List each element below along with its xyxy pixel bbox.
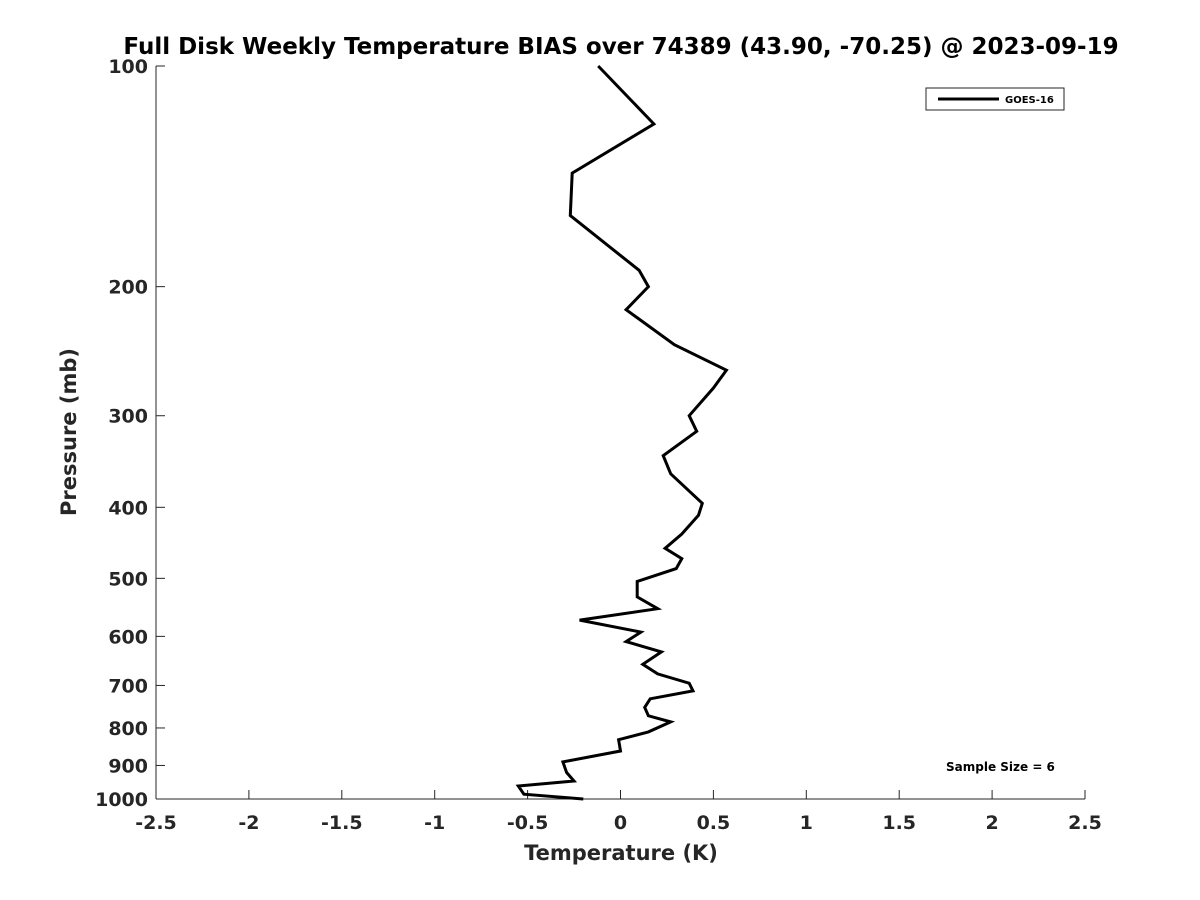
x-tick-label: 1 <box>800 812 813 834</box>
legend-label-goes-16: GOES-16 <box>1005 95 1054 106</box>
y-tick-label: 800 <box>108 718 148 740</box>
x-tick-label: 2 <box>985 812 998 834</box>
y-tick-label: 200 <box>108 277 148 299</box>
y-tick-label: 300 <box>108 406 148 428</box>
sample-size-annotation: Sample Size = 6 <box>946 760 1055 774</box>
y-tick-label: 700 <box>108 675 148 697</box>
y-axis-ticks: 100 200 300 400 500 600 700 800 900 1000 <box>95 56 165 811</box>
series-layer <box>515 64 729 801</box>
legend: GOES-16 <box>925 87 1065 111</box>
x-axis-label: Temperature (K) <box>524 841 718 865</box>
x-tick-label: 0.5 <box>697 812 731 834</box>
x-tick-label: -1 <box>424 812 445 834</box>
y-axis-label: Pressure (mb) <box>57 348 81 516</box>
chart-title: Full Disk Weekly Temperature BIAS over 7… <box>123 34 1118 60</box>
x-tick-label: 1.5 <box>882 812 916 834</box>
series-line-goes-16 <box>515 64 729 801</box>
y-tick-label: 900 <box>108 755 148 777</box>
x-axis-ticks: -2.5 -2 -1.5 -1 -0.5 0 0.5 1 1.5 2 2.5 <box>135 790 1102 834</box>
x-tick-label: -2.5 <box>135 812 177 834</box>
y-tick-label: 600 <box>108 626 148 648</box>
y-tick-label: 500 <box>108 568 148 590</box>
x-tick-label: -0.5 <box>507 812 549 834</box>
x-tick-label: 0 <box>614 812 627 834</box>
x-tick-label: -2 <box>238 812 259 834</box>
y-tick-label: 400 <box>108 497 148 519</box>
y-tick-label: 1000 <box>95 789 148 811</box>
x-tick-label: 2.5 <box>1068 812 1102 834</box>
x-tick-label: -1.5 <box>321 812 363 834</box>
plot-area <box>155 66 1085 800</box>
y-tick-label: 100 <box>108 56 148 78</box>
